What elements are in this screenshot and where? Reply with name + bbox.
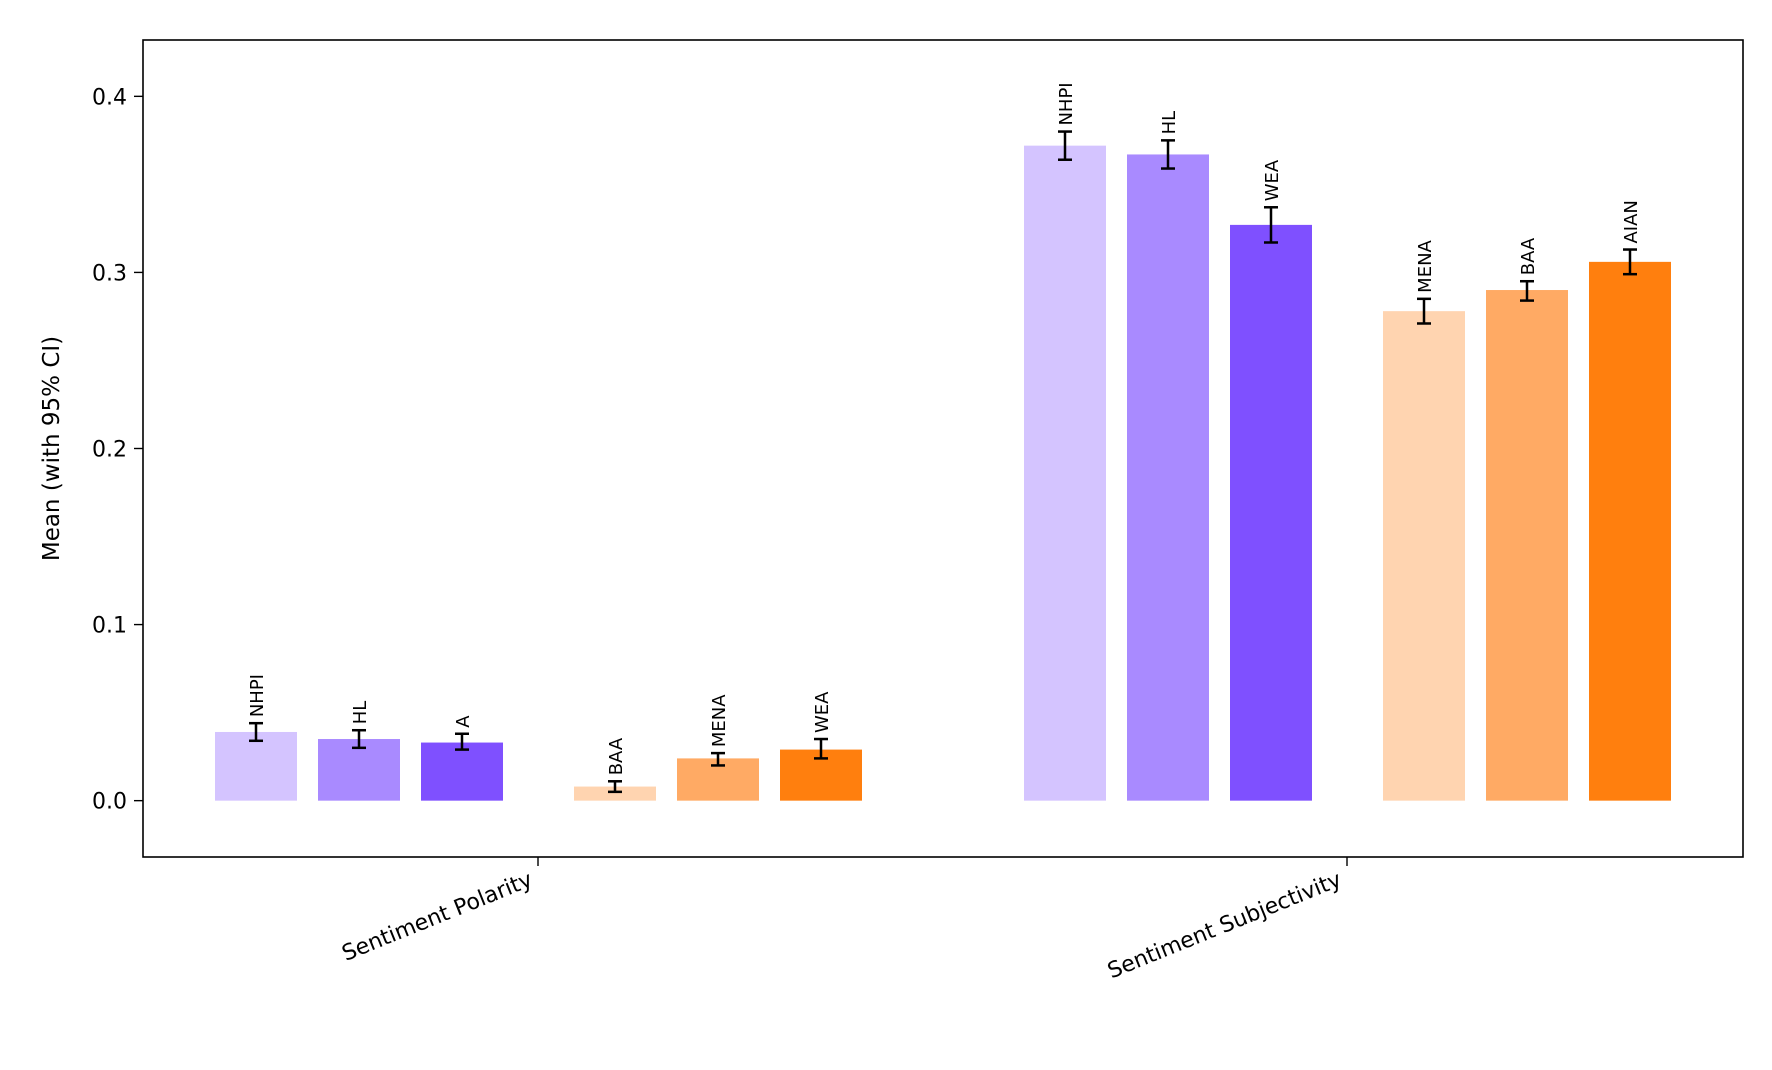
bar-label: WEA bbox=[1262, 159, 1283, 201]
bar-label: AIAN bbox=[1621, 200, 1642, 243]
bar-label: HL bbox=[1159, 111, 1180, 135]
bar-label: HL bbox=[350, 701, 371, 725]
y-tick-label: 0.1 bbox=[92, 614, 127, 639]
y-tick-label: 0.4 bbox=[92, 85, 127, 110]
bar-label: WEA bbox=[812, 691, 833, 733]
y-tick-label: 0.3 bbox=[92, 261, 127, 286]
bar-label: NHPI bbox=[1056, 82, 1077, 125]
x-tick-label: Sentiment Subjectivity bbox=[1104, 867, 1345, 984]
bar-hl bbox=[318, 739, 400, 801]
bar-label: MENA bbox=[709, 694, 730, 747]
y-tick-label: 0.0 bbox=[92, 790, 127, 815]
x-axis-ticks: Sentiment Polarity Sentiment Subjectivity bbox=[339, 857, 1348, 984]
bar-mena bbox=[1383, 311, 1465, 801]
y-axis-ticks: 0.0 0.1 0.2 0.3 0.4 bbox=[92, 85, 143, 815]
bar-nhpi bbox=[1024, 145, 1106, 801]
bar-label: NHPI bbox=[247, 674, 268, 717]
bar-baa bbox=[574, 786, 656, 801]
bar-a bbox=[421, 742, 503, 801]
bar-wea bbox=[1230, 224, 1312, 801]
bar-label: BAA bbox=[1518, 237, 1539, 275]
bar-label: A bbox=[453, 715, 474, 728]
x-tick-label: Sentiment Polarity bbox=[339, 867, 537, 966]
bar-label: BAA bbox=[606, 737, 627, 775]
bar-baa bbox=[1486, 290, 1568, 801]
plot-frame bbox=[142, 39, 1744, 858]
bar-label: MENA bbox=[1415, 239, 1436, 292]
bar-hl bbox=[1127, 154, 1209, 801]
bar-nhpi bbox=[215, 731, 297, 801]
y-tick-label: 0.2 bbox=[92, 438, 127, 463]
bars: NHPI HL A BAA MENA WEA NHPI HL WEA MENA BAA AIAN bbox=[215, 82, 1671, 801]
y-axis-title: Mean (with 95% CI) bbox=[39, 336, 65, 561]
bar-aian bbox=[1589, 261, 1671, 801]
